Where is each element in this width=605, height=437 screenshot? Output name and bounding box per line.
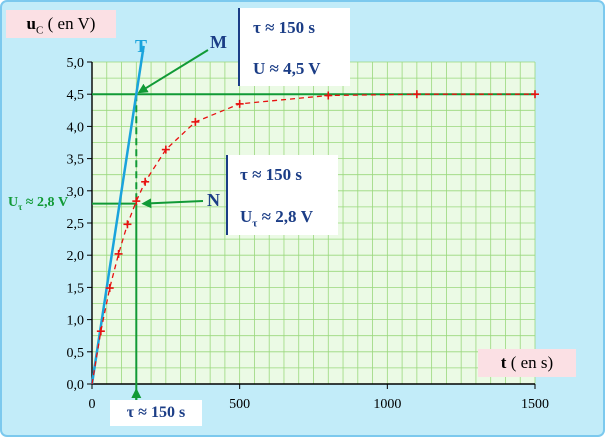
- y-tick-label: 1,5: [67, 281, 85, 296]
- y-tick-label: 1,0: [67, 314, 85, 329]
- data-point: [412, 90, 421, 99]
- data-point: [132, 197, 141, 206]
- y-tick-label: 4,5: [67, 88, 85, 103]
- y-tick-label: 3,5: [67, 153, 85, 168]
- data-point: [123, 220, 132, 229]
- data-point: [105, 284, 114, 293]
- data-point: [324, 91, 333, 100]
- y-tick-label: 0,5: [67, 346, 85, 361]
- x-axis-unit: ( en s): [510, 353, 554, 372]
- y-axis-label: uC ( en V): [6, 10, 116, 38]
- n-u-prefix: U: [240, 207, 253, 226]
- data-series: [91, 90, 539, 385]
- n-tau-value: τ ≈ 150 s: [240, 165, 303, 184]
- n-u-value: Uτ ≈ 2,8 V: [240, 207, 313, 229]
- point-n-annotation: τ ≈ 150 s Uτ ≈ 2,8 V: [226, 155, 338, 235]
- data-point: [141, 177, 150, 186]
- m-tau-value: τ ≈ 150 s: [253, 18, 316, 37]
- u-tau-sub: τ: [18, 201, 23, 212]
- n-u-sub: τ: [252, 217, 258, 230]
- data-point: [235, 99, 244, 108]
- x-tick-label: 0: [89, 397, 96, 412]
- data-point: [96, 327, 105, 336]
- y-axis-sub: C: [36, 24, 44, 37]
- data-point: [191, 117, 200, 126]
- x-tick-label: 1000: [373, 397, 401, 412]
- x-tick-label: 500: [229, 397, 250, 412]
- tangent-label: T: [135, 36, 148, 56]
- u-tau-suffix: ≈ 2,8 V: [22, 195, 69, 210]
- y-tick-label: 0,0: [67, 378, 85, 393]
- u-tau-prefix: U: [8, 195, 19, 210]
- arrow-to-m: [137, 49, 209, 94]
- data-point: [161, 145, 170, 154]
- data-point: [114, 249, 123, 258]
- y-tick-label: 3,0: [67, 185, 85, 200]
- arrow-to-n: [141, 198, 204, 209]
- y-tick-label: 2,0: [67, 249, 85, 264]
- y-tick-label: 4,0: [67, 120, 85, 135]
- point-m-label: M: [210, 32, 227, 52]
- point-n-label: N: [207, 190, 220, 210]
- y-tick-label: 2,5: [67, 217, 85, 232]
- u-tau-label: Uτ ≈ 2,8 V: [8, 195, 68, 212]
- data-point: [531, 90, 539, 99]
- n-u-suffix: ≈ 2,8 V: [257, 207, 313, 226]
- y-tick-label: 5,0: [67, 56, 85, 71]
- tick-labels: 0 500 1000 1500 0,0 0,5 1,0 1,5 2,0 2,5 3,0 3,5 4,0 4…: [67, 56, 550, 412]
- x-tick-label: 1500: [521, 397, 549, 412]
- x-axis-var: t: [500, 353, 507, 372]
- point-m-annotation: τ ≈ 150 s U ≈ 4,5 V: [238, 8, 350, 86]
- y-axis-unit: ( en V): [47, 14, 96, 33]
- tau-label: τ ≈ 150 s: [110, 400, 202, 426]
- axes: [87, 61, 536, 389]
- m-u-value: U ≈ 4,5 V: [253, 59, 321, 78]
- y-axis-var: u: [26, 14, 37, 33]
- x-axis-label: t ( en s): [478, 349, 576, 377]
